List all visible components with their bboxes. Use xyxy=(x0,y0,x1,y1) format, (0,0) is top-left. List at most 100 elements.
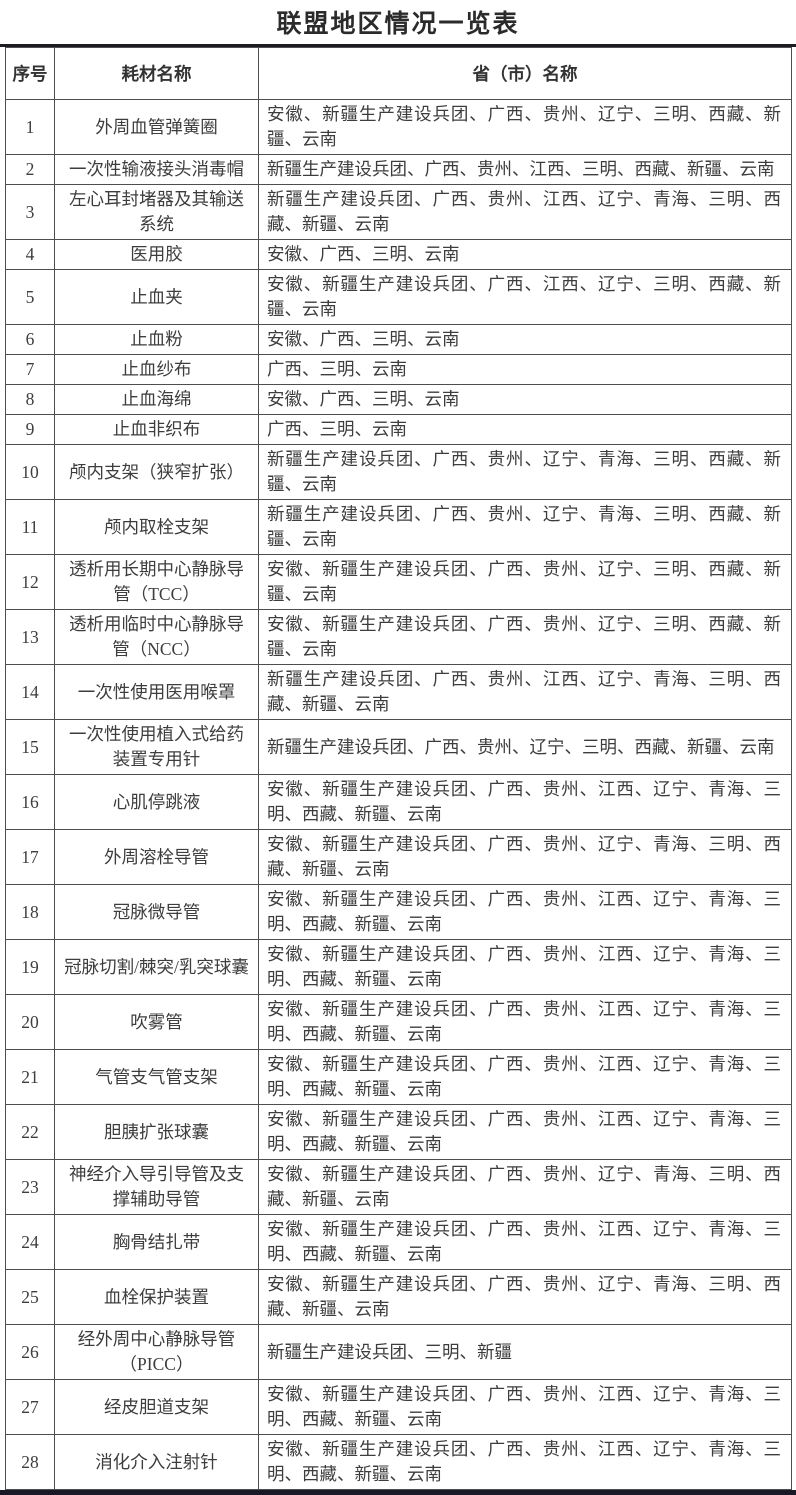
province-list: 安徽、新疆生产建设兵团、广西、贵州、辽宁、青海、三明、西藏、新疆、云南 xyxy=(258,1269,792,1325)
table-row: 1 外周血管弹簧圈 安徽、新疆生产建设兵团、广西、贵州、辽宁、三明、西藏、新疆、云南 xyxy=(5,99,792,155)
table-body: 1 外周血管弹簧圈 安徽、新疆生产建设兵团、广西、贵州、辽宁、三明、西藏、新疆、云南… xyxy=(5,99,792,1490)
province-list: 新疆生产建设兵团、广西、贵州、辽宁、青海、三明、西藏、新疆、云南 xyxy=(258,499,792,555)
province-list: 安徽、新疆生产建设兵团、广西、贵州、江西、辽宁、青海、三明、西藏、新疆、云南 xyxy=(258,1104,792,1160)
table-row: 9 止血非织布 广西、三明、云南 xyxy=(5,414,792,445)
row-serial-number: 3 xyxy=(5,184,55,240)
province-list: 新疆生产建设兵团、三明、新疆 xyxy=(258,1324,792,1380)
table-row: 5 止血夹 安徽、新疆生产建设兵团、广西、江西、辽宁、三明、西藏、新疆、云南 xyxy=(5,269,792,325)
table-header: 序号 耗材名称 省（市）名称 xyxy=(5,47,792,100)
row-serial-number: 22 xyxy=(5,1104,55,1160)
province-list: 安徽、新疆生产建设兵团、广西、贵州、辽宁、三明、西藏、新疆、云南 xyxy=(258,554,792,610)
table-row: 2 一次性输液接头消毒帽 新疆生产建设兵团、广西、贵州、江西、三明、西藏、新疆、云南 xyxy=(5,154,792,185)
consumable-name: 心肌停跳液 xyxy=(54,774,259,830)
row-serial-number: 12 xyxy=(5,554,55,610)
table-row: 4 医用胶 安徽、广西、三明、云南 xyxy=(5,239,792,270)
province-list: 安徽、新疆生产建设兵团、广西、贵州、辽宁、三明、西藏、新疆、云南 xyxy=(258,99,792,155)
table-row: 12 透析用长期中心静脉导管（TCC） 安徽、新疆生产建设兵团、广西、贵州、辽宁、三… xyxy=(5,554,792,610)
consumable-name: 颅内取栓支架 xyxy=(54,499,259,555)
row-serial-number: 14 xyxy=(5,664,55,720)
consumable-name: 气管支气管支架 xyxy=(54,1049,259,1105)
province-list: 安徽、新疆生产建设兵团、广西、贵州、江西、辽宁、青海、三明、西藏、新疆、云南 xyxy=(258,939,792,995)
consumable-name: 经外周中心静脉导管（PICC） xyxy=(54,1324,259,1380)
province-list: 广西、三明、云南 xyxy=(258,354,792,385)
consumable-name: 外周溶栓导管 xyxy=(54,829,259,885)
consumable-name: 止血夹 xyxy=(54,269,259,325)
row-serial-number: 23 xyxy=(5,1159,55,1215)
table-row: 24 胸骨结扎带 安徽、新疆生产建设兵团、广西、贵州、江西、辽宁、青海、三明、西藏、… xyxy=(5,1214,792,1270)
province-list: 安徽、广西、三明、云南 xyxy=(258,324,792,355)
consumable-name: 止血海绵 xyxy=(54,384,259,415)
consumable-name: 透析用长期中心静脉导管（TCC） xyxy=(54,554,259,610)
alliance-region-table: 序号 耗材名称 省（市）名称 1 外周血管弹簧圈 安徽、新疆生产建设兵团、广西、贵州… xyxy=(5,47,792,1490)
row-serial-number: 11 xyxy=(5,499,55,555)
row-serial-number: 5 xyxy=(5,269,55,325)
consumable-name: 一次性输液接头消毒帽 xyxy=(54,154,259,185)
province-list: 安徽、广西、三明、云南 xyxy=(258,384,792,415)
bottom-rule xyxy=(0,1490,796,1495)
table-row: 17 外周溶栓导管 安徽、新疆生产建设兵团、广西、贵州、辽宁、青海、三明、西藏、新疆… xyxy=(5,829,792,885)
row-serial-number: 17 xyxy=(5,829,55,885)
table-row: 27 经皮胆道支架 安徽、新疆生产建设兵团、广西、贵州、江西、辽宁、青海、三明、西藏… xyxy=(5,1379,792,1435)
consumable-name: 一次性使用植入式给药装置专用针 xyxy=(54,719,259,775)
consumable-name: 经皮胆道支架 xyxy=(54,1379,259,1435)
province-list: 安徽、新疆生产建设兵团、广西、贵州、辽宁、三明、西藏、新疆、云南 xyxy=(258,609,792,665)
row-serial-number: 1 xyxy=(5,99,55,155)
row-serial-number: 25 xyxy=(5,1269,55,1325)
row-serial-number: 8 xyxy=(5,384,55,415)
table-row: 7 止血纱布 广西、三明、云南 xyxy=(5,354,792,385)
table-row: 15 一次性使用植入式给药装置专用针 新疆生产建设兵团、广西、贵州、辽宁、三明、西藏… xyxy=(5,719,792,775)
row-serial-number: 28 xyxy=(5,1434,55,1490)
column-header-serial: 序号 xyxy=(5,47,55,100)
consumable-name: 透析用临时中心静脉导管（NCC） xyxy=(54,609,259,665)
province-list: 广西、三明、云南 xyxy=(258,414,792,445)
consumable-name: 消化介入注射针 xyxy=(54,1434,259,1490)
table-row: 26 经外周中心静脉导管（PICC） 新疆生产建设兵团、三明、新疆 xyxy=(5,1324,792,1380)
table-row: 11 颅内取栓支架 新疆生产建设兵团、广西、贵州、辽宁、青海、三明、西藏、新疆、云南 xyxy=(5,499,792,555)
column-header-provinces: 省（市）名称 xyxy=(258,47,792,100)
row-serial-number: 4 xyxy=(5,239,55,270)
table-row: 22 胆胰扩张球囊 安徽、新疆生产建设兵团、广西、贵州、江西、辽宁、青海、三明、西藏… xyxy=(5,1104,792,1160)
row-serial-number: 27 xyxy=(5,1379,55,1435)
row-serial-number: 2 xyxy=(5,154,55,185)
table-row: 6 止血粉 安徽、广西、三明、云南 xyxy=(5,324,792,355)
table-row: 3 左心耳封堵器及其输送系统 新疆生产建设兵团、广西、贵州、江西、辽宁、青海、三明、… xyxy=(5,184,792,240)
province-list: 安徽、新疆生产建设兵团、广西、贵州、江西、辽宁、青海、三明、西藏、新疆、云南 xyxy=(258,994,792,1050)
row-serial-number: 9 xyxy=(5,414,55,445)
province-list: 新疆生产建设兵团、广西、贵州、江西、三明、西藏、新疆、云南 xyxy=(258,154,792,185)
table-row: 8 止血海绵 安徽、广西、三明、云南 xyxy=(5,384,792,415)
table-row: 19 冠脉切割/棘突/乳突球囊 安徽、新疆生产建设兵团、广西、贵州、江西、辽宁、青海… xyxy=(5,939,792,995)
province-list: 安徽、新疆生产建设兵团、广西、江西、辽宁、三明、西藏、新疆、云南 xyxy=(258,269,792,325)
table-row: 10 颅内支架（狭窄扩张） 新疆生产建设兵团、广西、贵州、辽宁、青海、三明、西藏、新… xyxy=(5,444,792,500)
table-row: 16 心肌停跳液 安徽、新疆生产建设兵团、广西、贵州、江西、辽宁、青海、三明、西藏、… xyxy=(5,774,792,830)
row-serial-number: 15 xyxy=(5,719,55,775)
column-header-consumable: 耗材名称 xyxy=(54,47,259,100)
row-serial-number: 16 xyxy=(5,774,55,830)
province-list: 安徽、新疆生产建设兵团、广西、贵州、江西、辽宁、青海、三明、西藏、新疆、云南 xyxy=(258,774,792,830)
consumable-name: 左心耳封堵器及其输送系统 xyxy=(54,184,259,240)
province-list: 安徽、新疆生产建设兵团、广西、贵州、辽宁、青海、三明、西藏、新疆、云南 xyxy=(258,1159,792,1215)
row-serial-number: 19 xyxy=(5,939,55,995)
table-row: 23 神经介入导引导管及支撑辅助导管 安徽、新疆生产建设兵团、广西、贵州、辽宁、青海… xyxy=(5,1159,792,1215)
province-list: 安徽、新疆生产建设兵团、广西、贵州、江西、辽宁、青海、三明、西藏、新疆、云南 xyxy=(258,1214,792,1270)
consumable-name: 血栓保护装置 xyxy=(54,1269,259,1325)
table-row: 14 一次性使用医用喉罩 新疆生产建设兵团、广西、贵州、江西、辽宁、青海、三明、西藏… xyxy=(5,664,792,720)
row-serial-number: 13 xyxy=(5,609,55,665)
page-title: 联盟地区情况一览表 xyxy=(276,11,520,38)
province-list: 安徽、新疆生产建设兵团、广西、贵州、江西、辽宁、青海、三明、西藏、新疆、云南 xyxy=(258,1049,792,1105)
consumable-name: 止血非织布 xyxy=(54,414,259,445)
consumable-name: 冠脉微导管 xyxy=(54,884,259,940)
consumable-name: 外周血管弹簧圈 xyxy=(54,99,259,155)
row-serial-number: 10 xyxy=(5,444,55,500)
province-list: 新疆生产建设兵团、广西、贵州、辽宁、三明、西藏、新疆、云南 xyxy=(258,719,792,775)
table-row: 28 消化介入注射针 安徽、新疆生产建设兵团、广西、贵州、江西、辽宁、青海、三明、西… xyxy=(5,1434,792,1490)
province-list: 新疆生产建设兵团、广西、贵州、江西、辽宁、青海、三明、西藏、新疆、云南 xyxy=(258,184,792,240)
consumable-name: 吹雾管 xyxy=(54,994,259,1050)
title-bar: 联盟地区情况一览表 xyxy=(0,0,796,47)
table-row: 25 血栓保护装置 安徽、新疆生产建设兵团、广西、贵州、辽宁、青海、三明、西藏、新疆… xyxy=(5,1269,792,1325)
table-row: 21 气管支气管支架 安徽、新疆生产建设兵团、广西、贵州、江西、辽宁、青海、三明、西… xyxy=(5,1049,792,1105)
table-row: 13 透析用临时中心静脉导管（NCC） 安徽、新疆生产建设兵团、广西、贵州、辽宁、三… xyxy=(5,609,792,665)
row-serial-number: 26 xyxy=(5,1324,55,1380)
table-row: 20 吹雾管 安徽、新疆生产建设兵团、广西、贵州、江西、辽宁、青海、三明、西藏、新疆… xyxy=(5,994,792,1050)
row-serial-number: 20 xyxy=(5,994,55,1050)
province-list: 新疆生产建设兵团、广西、贵州、江西、辽宁、青海、三明、西藏、新疆、云南 xyxy=(258,664,792,720)
